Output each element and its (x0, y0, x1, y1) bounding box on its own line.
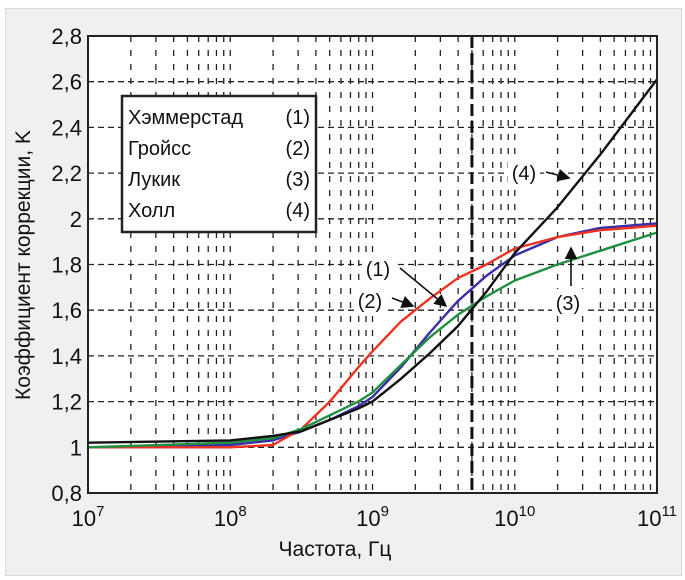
legend-id: (4) (286, 200, 310, 222)
x-tick-label: 109 (356, 503, 389, 531)
annotation-label: (4) (512, 163, 536, 185)
plot-border (87, 35, 658, 494)
y-tick-label: 1,2 (51, 390, 82, 415)
y-tick-label: 2,6 (51, 70, 82, 95)
legend-id: (1) (286, 107, 310, 129)
annotation-bg (354, 287, 386, 314)
series-line-4 (87, 78, 658, 444)
legend-id: (3) (286, 169, 310, 191)
annotation-arrow (545, 168, 571, 182)
annotation-bg (552, 289, 584, 316)
y-tick-label: 1,6 (51, 298, 82, 323)
y-tick-label: 1 (70, 435, 82, 460)
y-tick-label: 2,8 (51, 24, 82, 49)
legend-label: Лукик (128, 169, 180, 191)
y-tick-label: 2,2 (51, 161, 82, 186)
y-tick-label: 0,8 (51, 481, 82, 506)
annotation-label: (1) (366, 259, 390, 281)
y-tick-label: 1,8 (51, 253, 82, 278)
annotation-arrow (391, 296, 415, 308)
legend-label: Хэммерстад (128, 107, 243, 129)
annotation-label: (2) (358, 291, 382, 313)
y-tick-label: 1,4 (51, 344, 82, 369)
series-line-2 (88, 224, 658, 449)
y-tick-label: 2,4 (51, 115, 82, 140)
legend-label: Гройсс (128, 138, 191, 160)
legend-id: (2) (286, 138, 310, 160)
x-tick-label: 1011 (637, 503, 677, 531)
legend: Хэммерстад (1) Гройсс (2) Лукик (3) Холл (4) (120, 94, 318, 234)
legend-label: Холл (128, 200, 175, 222)
annotation-arrow (399, 267, 448, 308)
series-line-1 (87, 222, 658, 449)
annotation-label: (3) (556, 293, 580, 315)
legend-box (120, 94, 318, 234)
x-tick-label: 1010 (494, 503, 535, 531)
annotation-bg (508, 159, 540, 186)
x-tick-label: 107 (72, 503, 105, 531)
x-tick-label: 108 (214, 503, 247, 531)
y-tick-label: 2 (70, 207, 82, 232)
x-axis-label: Частота, Гц (279, 538, 392, 561)
annotation-bg (362, 255, 394, 282)
y-axis-label: Коэффициент коррекции, K (12, 130, 35, 400)
